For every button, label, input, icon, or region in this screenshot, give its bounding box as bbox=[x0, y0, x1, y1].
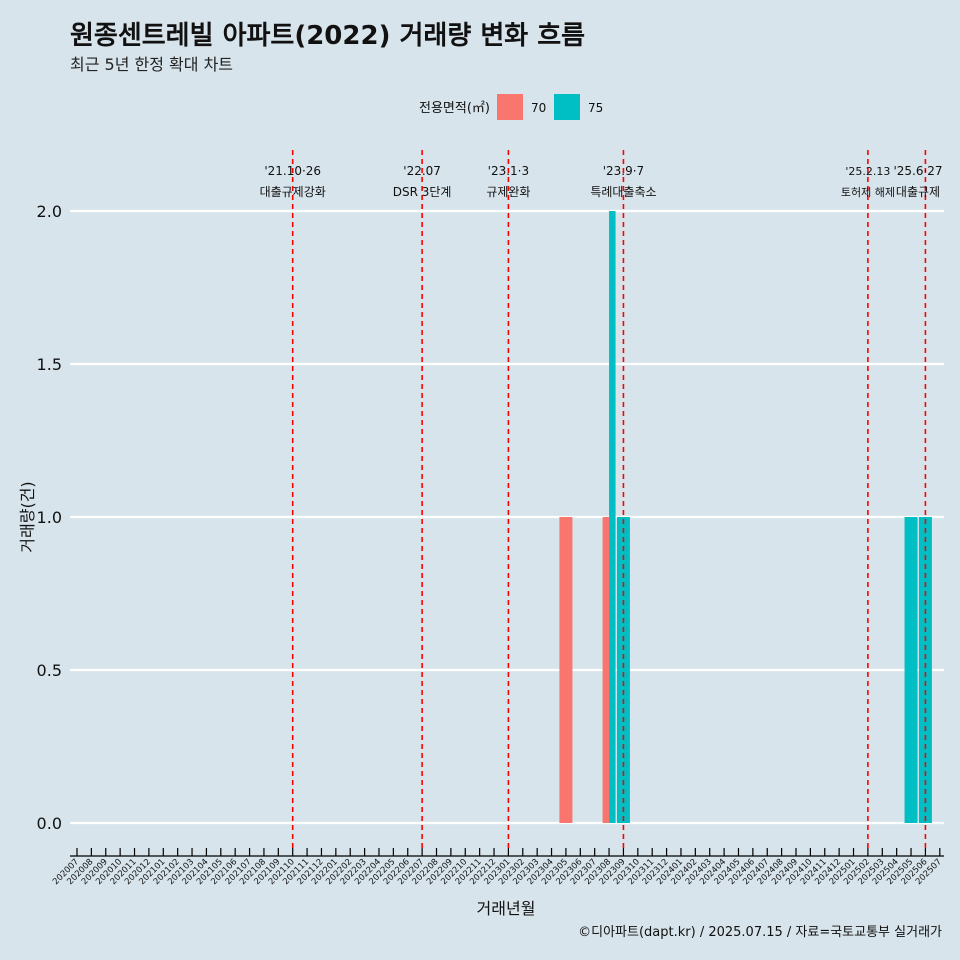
legend-label-70: 70 bbox=[531, 101, 546, 115]
y-tick-labels: 0.0 0.5 1.0 1.5 2.0 bbox=[37, 202, 62, 833]
event-date-label: '23.9·7 bbox=[603, 164, 644, 178]
event-desc-label: 특례대출축소 bbox=[590, 185, 656, 199]
legend-swatch-70 bbox=[497, 94, 523, 120]
legend-title: 전용면적(㎡) bbox=[419, 101, 490, 116]
bar-75-202506 bbox=[918, 517, 932, 823]
event-desc-label: 토허제 해제 bbox=[841, 185, 895, 199]
bar-70-202308 bbox=[602, 517, 610, 823]
x-axis: 2020072020082020092020102020112020122021… bbox=[51, 848, 944, 887]
event-date-label: '25.6·27 bbox=[893, 164, 942, 178]
event-date-label: '21.10·26 bbox=[264, 164, 321, 178]
event-desc-label: 대출규제 bbox=[896, 185, 940, 199]
y-tick-label: 0.5 bbox=[37, 661, 62, 680]
event-desc-label: 대출규제강화 bbox=[260, 185, 326, 199]
y-tick-label: 1.5 bbox=[37, 355, 62, 374]
legend-label-75: 75 bbox=[588, 101, 603, 115]
legend: 전용면적(㎡) 70 75 bbox=[419, 94, 603, 120]
event-date-label: '22.07 bbox=[403, 164, 441, 178]
bar-75-202309 bbox=[616, 517, 630, 823]
y-tick-label: 0.0 bbox=[37, 814, 62, 833]
x-axis-title: 거래년월 bbox=[477, 899, 536, 918]
y-axis-title: 거래량(건) bbox=[18, 481, 37, 552]
bar-70-202305 bbox=[559, 517, 573, 823]
bar-75-202505 bbox=[904, 517, 918, 823]
legend-items: 70 75 bbox=[497, 94, 603, 120]
event-date-label: '23.1·3 bbox=[488, 164, 529, 178]
grid-lines bbox=[70, 209, 944, 825]
bar-75-202308 bbox=[609, 211, 616, 823]
event-desc-label: DSR 3단계 bbox=[393, 185, 452, 199]
chart-caption: ©디아파트(dapt.kr) / 2025.07.15 / 자료=국토교통부 실… bbox=[578, 925, 942, 940]
y-tick-label: 1.0 bbox=[37, 508, 62, 527]
bars bbox=[559, 211, 932, 823]
event-date-label: '25.2.13 bbox=[845, 165, 890, 178]
event-markers: '21.10·26 대출규제강화 '22.07 DSR 3단계 '23.1·3 규제완화 '… bbox=[260, 150, 943, 851]
y-tick-label: 2.0 bbox=[37, 202, 62, 221]
legend-swatch-75 bbox=[554, 94, 580, 120]
chart-title: 원종센트레빌 아파트(2022) 거래량 변화 흐름 bbox=[70, 21, 585, 51]
event-desc-label: 규제완화 bbox=[486, 185, 530, 199]
chart-subtitle: 최근 5년 한정 확대 차트 bbox=[70, 55, 233, 74]
